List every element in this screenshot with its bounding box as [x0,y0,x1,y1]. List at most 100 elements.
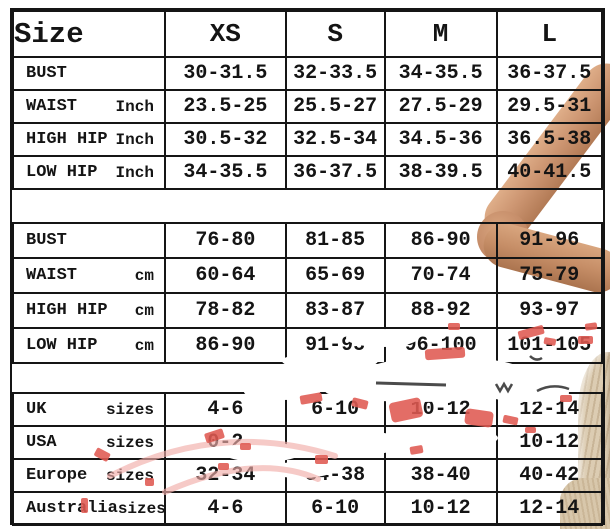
table-row-highhip-inch: HIGH HIP Inch 30.5-32 32.5-34 34.5-36 36.… [12,122,604,157]
row-label: LOW HIP [26,163,98,182]
size-cell: 30.5-32 [163,122,287,157]
size-cell: 86-90 [163,327,287,364]
row-label: LOW HIP [26,336,98,355]
header-row: Size XS S M L [12,10,604,58]
size-cell: 4-6 [163,491,287,526]
size-cell: 88-92 [383,292,498,329]
row-label: BUST [26,64,67,83]
size-cell: 32.5-34 [284,122,386,157]
row-label-cell: Australia sizes [12,491,166,526]
size-cell: 29.5-31 [495,89,604,124]
size-cell: 34-35.5 [383,56,498,91]
table-row-bust-cm: BUST 76-80 81-85 86-90 91-96 [12,222,604,259]
row-unit: cm [134,301,154,320]
size-cell: 10-12 [383,392,498,427]
row-unit: cm [134,266,154,285]
size-cell: 75-79 [495,257,604,294]
row-label-cell: WAIST cm [12,257,166,294]
row-label-cell: BUST [12,56,166,91]
row-label-cell: BUST [12,222,166,259]
row-unit: Inch [115,97,154,116]
size-cell: 76-80 [163,222,287,259]
row-label: WAIST [26,266,78,285]
size-cell: 93-97 [495,292,604,329]
size-cell: 78-82 [163,292,287,329]
size-cell: 81-85 [284,222,386,259]
column-header-l: L [495,10,604,58]
row-label: USA [26,433,57,452]
size-cell: 6-10 [284,392,386,427]
table-row-bust-inch: BUST 30-31.5 32-33.5 34-35.5 36-37.5 [12,56,604,91]
table-row-australia: Australia sizes 4-6 6-10 10-12 12-14 [12,491,604,526]
size-cell: 27.5-29 [383,89,498,124]
size-cell: 4-6 [163,392,287,427]
size-cell: 91-95 [284,327,386,364]
size-cell: 10-12 [383,491,498,526]
row-label: BUST [26,231,67,250]
row-label-cell: USA sizes [12,425,166,460]
table-row-lowhip-inch: LOW HIP Inch 34-35.5 36-37.5 38-39.5 40-4… [12,155,604,190]
size-cell: 32-34 [163,458,287,493]
size-cell: 12-14 [495,491,604,526]
row-unit: sizes [105,400,154,419]
row-label: HIGH HIP [26,130,108,149]
table-row-waist-cm: WAIST cm 60-64 65-69 70-74 75-79 [12,257,604,294]
row-label-cell: LOW HIP Inch [12,155,166,190]
size-cell: 91-96 [495,222,604,259]
size-cell: 36.5-38 [495,122,604,157]
row-unit: cm [134,336,154,355]
row-label-cell: UK sizes [12,392,166,427]
size-cell: 10-12 [495,425,604,460]
size-cell: 12-14 [495,392,604,427]
size-cell: 23.5-25 [163,89,287,124]
size-table-cm: BUST 76-80 81-85 86-90 91-96 WAIST cm 60-… [12,222,604,364]
size-cell: 65-69 [284,257,386,294]
row-label: WAIST [26,97,78,116]
size-cell: 96-100 [383,327,498,364]
column-header-m: M [383,10,498,58]
size-cell: 6-10 [284,491,386,526]
size-chart-table: Size XS S M L BUST 30-31.5 32-33.5 34-35… [10,8,605,526]
table-row-usa: USA sizes 0-2 2-6 6-8 10-12 [12,425,604,460]
row-unit: sizes [117,499,165,518]
size-cell: 40-41.5 [495,155,604,190]
size-cell: 30-31.5 [163,56,287,91]
row-label-cell: Europe sizes [12,458,166,493]
size-cell: 36-37.5 [284,155,386,190]
size-cell: 36-37.5 [495,56,604,91]
size-cell: 34.5-36 [383,122,498,157]
size-cell: 2-6 [284,425,386,460]
table-row-uk: UK sizes 4-6 6-10 10-12 12-14 [12,392,604,427]
size-table-inches: Size XS S M L BUST 30-31.5 32-33.5 34-35… [12,10,604,190]
row-label: HIGH HIP [26,301,108,320]
size-cell: 70-74 [383,257,498,294]
size-cell: 25.5-27 [284,89,386,124]
row-unit: Inch [115,130,154,149]
size-table-international: UK sizes 4-6 6-10 10-12 12-14 USA sizes 0-… [12,392,604,526]
row-unit: Inch [115,163,154,182]
row-unit: sizes [105,433,154,452]
column-header-s: S [284,10,386,58]
size-cell: 0-2 [163,425,287,460]
row-label: Australia [26,499,118,518]
table-row-lowhip-cm: LOW HIP cm 86-90 91-95 96-100 101-105 [12,327,604,364]
size-cell: 32-33.5 [284,56,386,91]
size-cell: 86-90 [383,222,498,259]
size-header-label: Size [12,10,166,58]
size-cell: 40-42 [495,458,604,493]
table-row-europe: Europe sizes 32-34 34-38 38-40 40-42 [12,458,604,493]
row-label-cell: HIGH HIP Inch [12,122,166,157]
row-label: Europe [26,466,88,485]
column-header-xs: XS [163,10,287,58]
table-row-waist-inch: WAIST Inch 23.5-25 25.5-27 27.5-29 29.5-3… [12,89,604,124]
row-label-cell: HIGH HIP cm [12,292,166,329]
size-cell: 83-87 [284,292,386,329]
row-unit: sizes [105,466,154,485]
row-label: UK [26,400,47,419]
size-cell: 38-40 [383,458,498,493]
row-label-cell: WAIST Inch [12,89,166,124]
section-gap [12,364,603,392]
size-cell: 60-64 [163,257,287,294]
section-gap [12,190,603,222]
